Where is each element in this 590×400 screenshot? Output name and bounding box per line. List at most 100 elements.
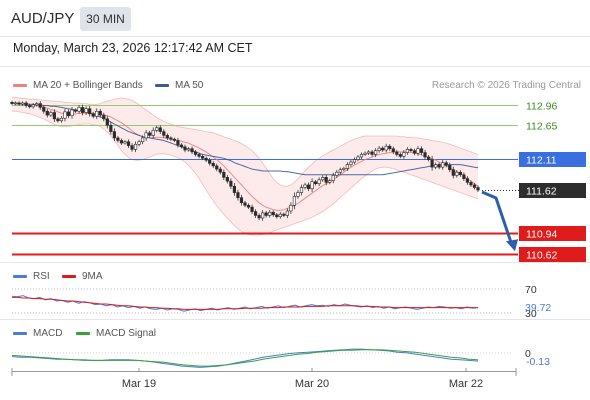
candle-body bbox=[402, 152, 406, 157]
candle-body bbox=[462, 174, 466, 179]
candle-body bbox=[469, 182, 473, 186]
level-tag-112.11 bbox=[519, 152, 586, 167]
copyright-label: Research © 2026 Trading Central bbox=[431, 80, 581, 91]
candle-body bbox=[28, 105, 32, 108]
candle-body bbox=[465, 178, 470, 183]
candle-body bbox=[56, 118, 60, 122]
candle-body bbox=[179, 144, 184, 148]
candle-body bbox=[275, 214, 279, 218]
candle-body bbox=[310, 181, 314, 190]
level-label-110.62: 110.62 bbox=[526, 250, 557, 262]
candle-body bbox=[13, 102, 18, 105]
candle-body bbox=[215, 165, 219, 170]
candle-body bbox=[268, 211, 272, 216]
timeframe-button[interactable]: 30 MIN bbox=[80, 7, 131, 31]
candle-body bbox=[88, 108, 92, 115]
candle-body bbox=[366, 151, 371, 154]
candle-body bbox=[130, 145, 134, 150]
candle-body bbox=[222, 171, 226, 178]
header-divider bbox=[0, 36, 590, 37]
candle-body bbox=[391, 148, 395, 153]
symbol-label: AUD/JPY bbox=[11, 10, 75, 27]
candle-body bbox=[292, 196, 297, 206]
macd-signal-swatch-icon bbox=[76, 332, 90, 335]
bollinger-swatch-icon bbox=[13, 84, 27, 87]
candle-body bbox=[444, 162, 448, 166]
candle-body bbox=[271, 211, 275, 216]
rsi-swatch-icon bbox=[13, 275, 27, 278]
forecast-arrow-line bbox=[481, 190, 514, 246]
candle-body bbox=[102, 114, 106, 120]
candle-body bbox=[10, 102, 14, 104]
candle-body bbox=[416, 148, 420, 154]
candle-body bbox=[91, 113, 95, 117]
macd-divider bbox=[0, 319, 590, 320]
candle-body bbox=[321, 177, 325, 181]
candle-body bbox=[261, 212, 265, 219]
candle-body bbox=[278, 213, 282, 218]
candle-body bbox=[70, 109, 74, 116]
candle-body bbox=[229, 180, 233, 187]
candle-body bbox=[123, 141, 127, 144]
candle-body bbox=[264, 212, 268, 216]
candle-body bbox=[398, 154, 402, 157]
rsi-ma-line bbox=[12, 296, 478, 310]
candle-body bbox=[98, 110, 102, 116]
candle-body bbox=[17, 102, 21, 105]
candle-body bbox=[45, 110, 49, 116]
datetime-label: Monday, March 23, 2026 12:17:42 AM CET bbox=[13, 41, 253, 55]
candle-body bbox=[236, 192, 240, 198]
candle-body bbox=[112, 131, 116, 139]
candle-body bbox=[49, 112, 53, 116]
candle-body bbox=[183, 146, 187, 151]
candle-body bbox=[151, 130, 155, 136]
level-label-110.94: 110.94 bbox=[526, 229, 557, 241]
candle-body bbox=[299, 187, 304, 193]
candle-body bbox=[253, 211, 258, 216]
candle-body bbox=[314, 181, 318, 184]
rsi-line bbox=[11, 295, 479, 312]
candle-body bbox=[24, 102, 28, 106]
candle-body bbox=[451, 169, 455, 176]
candle-body bbox=[35, 103, 39, 106]
candle-body bbox=[405, 149, 409, 153]
level-label-112.65: 112.65 bbox=[526, 121, 557, 133]
candle-body bbox=[38, 103, 42, 108]
level-tag-110.94 bbox=[519, 226, 586, 241]
candle-body bbox=[324, 177, 328, 183]
candle-body bbox=[155, 127, 159, 131]
legend-macd-signal: MACD Signal bbox=[76, 328, 156, 339]
candle-body bbox=[225, 177, 229, 182]
candle-body bbox=[352, 159, 357, 163]
candle-body bbox=[306, 184, 311, 190]
macd-signal-line bbox=[11, 349, 479, 367]
ma50-swatch-icon bbox=[155, 84, 169, 87]
candle-body bbox=[472, 184, 477, 188]
candle-body bbox=[208, 159, 212, 164]
candle-body bbox=[384, 145, 388, 151]
candle-body bbox=[349, 161, 353, 165]
time-tick-label: Mar 20 bbox=[295, 378, 329, 390]
candle-body bbox=[144, 132, 148, 139]
legend-rsi-ma: 9MA bbox=[62, 271, 103, 282]
candle-body bbox=[243, 202, 247, 206]
legend-macd-label: MACD bbox=[33, 328, 63, 339]
info-divider bbox=[0, 66, 590, 67]
candle-body bbox=[81, 107, 85, 113]
candle-body bbox=[109, 124, 113, 132]
legend-ma50: MA 50 bbox=[155, 80, 203, 91]
candle-body bbox=[211, 163, 215, 167]
legend-bollinger-label: MA 20 + Bollinger Bands bbox=[33, 80, 143, 91]
candle-body bbox=[141, 137, 145, 143]
candle-body bbox=[239, 197, 244, 204]
level-tag-110.62 bbox=[519, 247, 586, 262]
macd-swatch-icon bbox=[13, 332, 27, 335]
candle-body bbox=[285, 210, 289, 216]
legend-ma50-label: MA 50 bbox=[175, 80, 204, 91]
candle-body bbox=[426, 156, 431, 160]
candle-body bbox=[296, 192, 300, 197]
candle-body bbox=[77, 107, 81, 112]
candles-group bbox=[10, 100, 480, 221]
candle-body bbox=[377, 147, 381, 151]
